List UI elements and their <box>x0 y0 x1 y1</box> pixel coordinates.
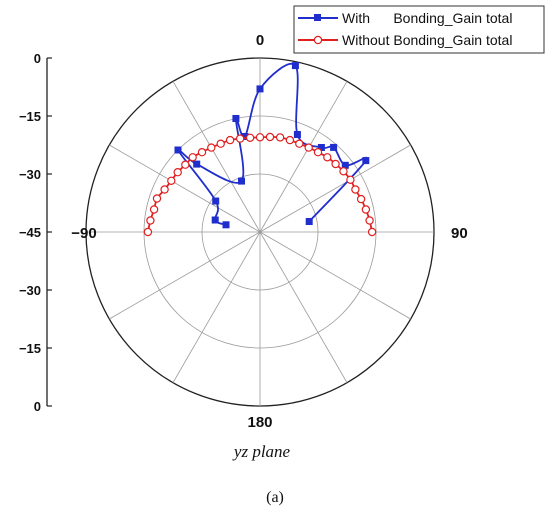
data-point-without-bonding <box>160 185 169 194</box>
data-point-without-bonding <box>331 159 340 169</box>
data-point-with-bonding <box>241 133 249 140</box>
radial-tick-label: −15 <box>19 109 41 124</box>
legend-marker-with <box>314 14 321 21</box>
grid-spoke <box>259 231 348 383</box>
data-point-without-bonding <box>143 227 153 237</box>
data-point-without-bonding <box>207 143 216 152</box>
data-point-without-bonding <box>255 133 265 142</box>
data-point-without-bonding <box>351 185 360 194</box>
grid-spoke <box>172 81 261 233</box>
radial-tick-label: −30 <box>19 167 41 182</box>
data-point-with-bonding <box>222 221 230 229</box>
legend-box <box>293 5 545 54</box>
data-point-without-bonding <box>152 194 162 203</box>
data-point-without-bonding <box>149 205 159 214</box>
grid-spoke <box>109 231 261 320</box>
data-point-with-bonding <box>238 177 245 185</box>
data-point-without-bonding <box>323 153 332 162</box>
legend-label-without: Without Bonding_Gain total <box>342 32 512 48</box>
grid-spoke <box>259 81 348 233</box>
data-point-without-bonding <box>216 139 225 148</box>
x-axis-label: yz plane <box>232 442 291 461</box>
data-point-with-bonding <box>330 143 338 151</box>
data-point-without-bonding <box>361 205 371 214</box>
legend-label-with: With Bonding_Gain total <box>342 10 512 26</box>
data-point-without-bonding <box>188 153 197 162</box>
legend: With Bonding_Gain total Without Bonding_… <box>293 5 545 54</box>
data-point-with-bonding <box>362 157 370 165</box>
data-point-without-bonding <box>173 167 182 177</box>
angle-label-bottom: 180 <box>247 414 272 431</box>
grid-spoke <box>259 144 411 233</box>
angle-label-right: 90 <box>451 225 468 242</box>
radial-tick-label: 0 <box>34 51 41 66</box>
data-point-with-bonding <box>174 146 182 154</box>
figure-caption: (a) <box>266 489 284 506</box>
data-point-without-bonding <box>146 216 155 225</box>
data-point-without-bonding <box>181 160 190 169</box>
data-point-without-bonding <box>313 147 323 157</box>
angle-label-left: −90 <box>71 225 96 242</box>
grid-spoke <box>259 231 411 320</box>
series-line-with-bonding <box>176 63 368 226</box>
data-point-without-bonding <box>245 133 255 142</box>
data-point-without-bonding <box>285 135 295 145</box>
data-point-with-bonding <box>212 197 220 205</box>
data-point-with-bonding <box>291 62 299 70</box>
grid-spoke <box>172 231 261 383</box>
data-point-without-bonding <box>265 132 275 142</box>
radial-tick-label: −15 <box>19 341 41 356</box>
data-point-with-bonding <box>317 144 325 151</box>
grid-spokes <box>86 58 434 406</box>
radial-axis-ticks: 0 −15 −30 −45 −30 −15 0 <box>19 51 52 414</box>
angle-label-top: 0 <box>256 32 264 49</box>
data-point-without-bonding <box>339 167 348 176</box>
data-point-with-bonding <box>232 115 240 122</box>
data-point-without-bonding <box>365 216 374 225</box>
data-point-without-bonding <box>235 134 245 143</box>
radial-tick-label: 0 <box>34 399 41 414</box>
data-point-with-bonding <box>341 161 349 169</box>
data-point-without-bonding <box>295 139 304 148</box>
data-point-with-bonding <box>305 218 313 225</box>
data-point-with-bonding <box>293 131 301 138</box>
data-point-with-bonding <box>256 85 264 93</box>
data-point-without-bonding <box>225 135 235 145</box>
data-point-without-bonding <box>367 227 377 237</box>
radial-tick-label: −45 <box>19 225 41 240</box>
data-point-without-bonding <box>304 143 313 152</box>
series-layer <box>143 62 377 237</box>
data-point-without-bonding <box>346 175 355 184</box>
data-point-without-bonding <box>167 176 176 185</box>
data-point-with-bonding <box>211 216 219 224</box>
data-point-without-bonding <box>275 133 285 142</box>
legend-marker-without <box>313 35 323 45</box>
data-point-without-bonding <box>356 194 366 204</box>
grid-spoke <box>109 144 261 233</box>
data-point-with-bonding <box>193 160 201 168</box>
data-point-without-bonding <box>197 147 207 157</box>
radial-tick-label: −30 <box>19 283 41 298</box>
